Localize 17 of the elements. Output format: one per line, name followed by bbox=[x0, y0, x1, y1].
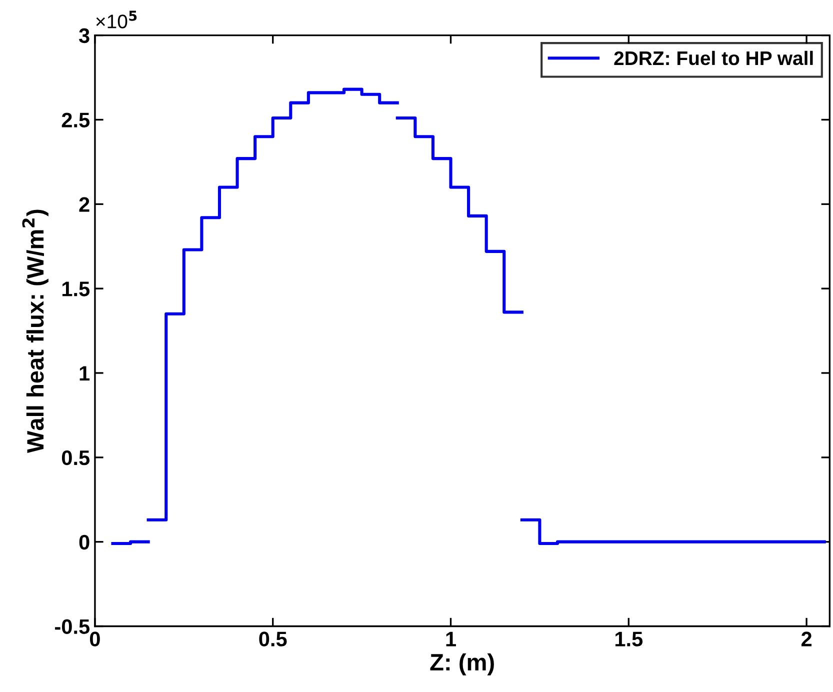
legend-label: 2DRZ: Fuel to HP wall bbox=[614, 50, 813, 66]
y-tick-label: 2.5 bbox=[62, 112, 90, 128]
y-tick-label: 1.5 bbox=[62, 282, 90, 296]
x-tick-label: 0 bbox=[90, 632, 100, 646]
y-tick-label: 0 bbox=[79, 534, 90, 550]
y-tick-label: 0.5 bbox=[62, 450, 90, 466]
text: ×10$^{5}$ bbox=[96, 10, 137, 28]
y-tick-label: 3 bbox=[78, 28, 90, 44]
y-tick-label: -0.5 bbox=[55, 619, 90, 634]
x-tick-label: 1 bbox=[446, 632, 456, 646]
y-tick-label: 2 bbox=[79, 197, 90, 212]
x-tick-label: 2 bbox=[801, 632, 812, 646]
x-axis-title: Z: (m) bbox=[430, 653, 494, 676]
y-axis-title: Wall heat flux: (W/m$^{2}$) bbox=[22, 210, 48, 454]
x-tick-label: 0.5 bbox=[259, 632, 287, 646]
y-tick-label: 1 bbox=[80, 366, 90, 381]
x-tick-label: 1.5 bbox=[615, 632, 643, 646]
